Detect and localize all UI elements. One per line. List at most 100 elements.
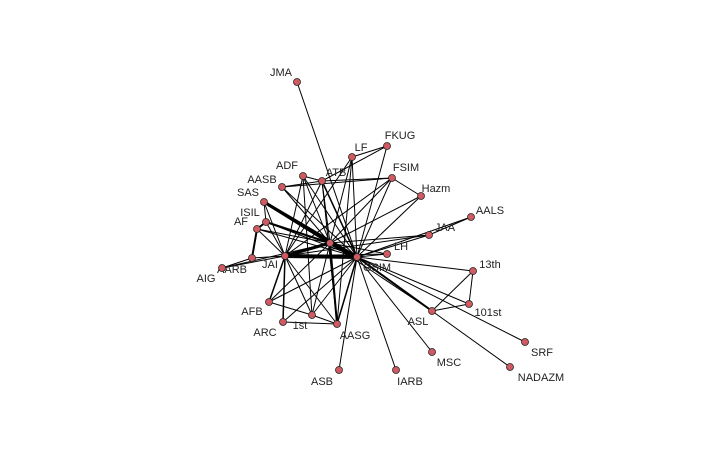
node-label: ATB — [326, 167, 347, 179]
node-label: AFB — [241, 306, 262, 318]
node — [262, 218, 270, 226]
node — [318, 177, 326, 185]
edge — [431, 310, 511, 368]
edge — [336, 156, 353, 325]
node — [506, 363, 514, 371]
edge — [428, 216, 472, 236]
node — [428, 348, 436, 356]
edge — [329, 242, 388, 255]
edge — [351, 156, 358, 258]
edge — [356, 256, 526, 343]
edge — [284, 255, 338, 325]
node — [383, 142, 391, 150]
node-label: JAA — [435, 222, 456, 234]
edge — [356, 195, 422, 258]
edge — [302, 175, 358, 258]
edge — [284, 255, 313, 316]
edge — [468, 270, 474, 305]
node-label: 13th — [479, 259, 500, 271]
node — [333, 320, 341, 328]
node — [260, 198, 268, 206]
edge — [329, 234, 430, 244]
node-label: ASL — [408, 316, 429, 328]
node-label: LF — [355, 142, 368, 154]
edge — [431, 270, 474, 312]
edge — [356, 177, 393, 258]
node — [281, 252, 289, 260]
node — [467, 213, 475, 221]
edge — [284, 234, 430, 257]
edge — [391, 177, 422, 197]
edge — [356, 256, 474, 272]
node-label: ADF — [276, 160, 298, 172]
node — [265, 298, 273, 306]
edge — [265, 221, 331, 244]
edge — [282, 255, 286, 323]
edge — [284, 180, 323, 257]
edge — [268, 301, 313, 316]
node — [253, 225, 261, 233]
edge — [311, 314, 338, 325]
edge — [302, 175, 331, 244]
edge — [263, 200, 331, 245]
node-label: 1st — [293, 320, 308, 332]
node — [299, 172, 307, 180]
edge — [302, 175, 313, 316]
edge — [321, 180, 338, 325]
edge — [336, 256, 358, 325]
node-label: AIG — [197, 273, 216, 285]
node-label: AASB — [247, 174, 276, 186]
node-label: IARB — [397, 376, 423, 388]
edge — [356, 256, 470, 305]
node-label: Hazm — [422, 183, 451, 195]
node — [469, 267, 477, 275]
node-label: JMA — [270, 67, 293, 79]
edge — [296, 81, 358, 258]
node-label: NADAZM — [518, 372, 564, 384]
edge — [284, 253, 388, 257]
node-label: AASG — [340, 330, 371, 342]
edge — [329, 177, 393, 244]
node — [392, 366, 400, 374]
edge — [268, 242, 331, 303]
node — [308, 311, 316, 319]
node-label: FSIM — [393, 162, 419, 174]
edge — [356, 234, 430, 258]
node — [383, 250, 391, 258]
edge — [221, 242, 331, 269]
node — [521, 338, 529, 346]
node-label: ISIL — [240, 207, 260, 219]
node — [218, 264, 226, 272]
edge — [281, 177, 393, 188]
edge — [282, 256, 358, 323]
node-label: GSIM — [363, 262, 391, 274]
node-label: MSC — [437, 357, 462, 369]
edge — [256, 228, 331, 244]
node — [465, 300, 473, 308]
node-label: AF — [234, 216, 248, 228]
edge — [329, 156, 353, 244]
node-label: AALS — [476, 205, 504, 217]
node — [353, 253, 361, 261]
node — [293, 78, 301, 86]
edge — [356, 256, 397, 371]
node-label: JAI — [262, 259, 278, 271]
node-label: ARC — [253, 327, 276, 339]
node — [278, 183, 286, 191]
edge — [256, 228, 286, 257]
nodes: JMAFKUGLFFSIMADFATBAASBHazmSASAALSISILAF… — [197, 67, 565, 388]
edge — [351, 145, 388, 158]
edge — [284, 175, 304, 257]
edges — [221, 81, 526, 371]
edge — [268, 255, 286, 303]
node-label: SAS — [237, 187, 259, 199]
node-label: LH — [394, 241, 408, 253]
edge — [321, 145, 388, 182]
node — [348, 153, 356, 161]
node — [335, 366, 343, 374]
node-label: FKUG — [385, 130, 416, 142]
edge — [356, 256, 433, 353]
node — [428, 307, 436, 315]
node — [248, 254, 256, 262]
